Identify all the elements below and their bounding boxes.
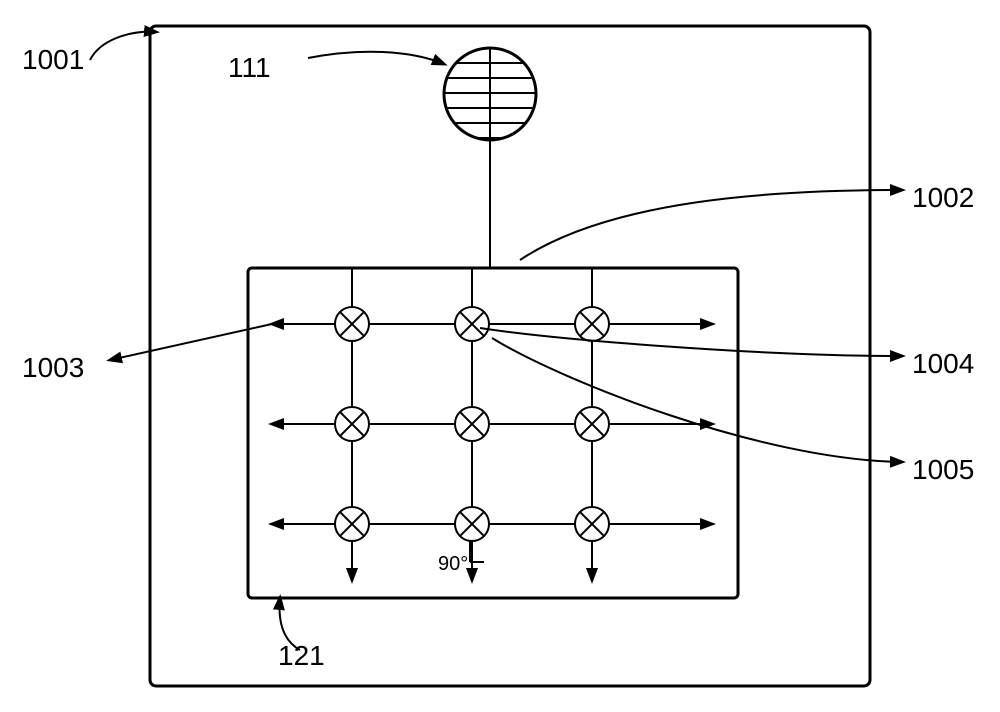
- label-1001: 1001: [22, 44, 84, 76]
- svg-text:90°: 90°: [438, 553, 468, 575]
- label-1003: 1003: [22, 352, 84, 384]
- label-121: 121: [278, 640, 325, 672]
- diagram-stage: 90° 111 1001 1002 1003 1004 1005 121: [0, 0, 1000, 712]
- label-1004: 1004: [912, 348, 974, 380]
- label-1005: 1005: [912, 454, 974, 486]
- diagram-svg: 90°: [0, 0, 1000, 712]
- label-1002: 1002: [912, 182, 974, 214]
- label-111: 111: [228, 52, 271, 84]
